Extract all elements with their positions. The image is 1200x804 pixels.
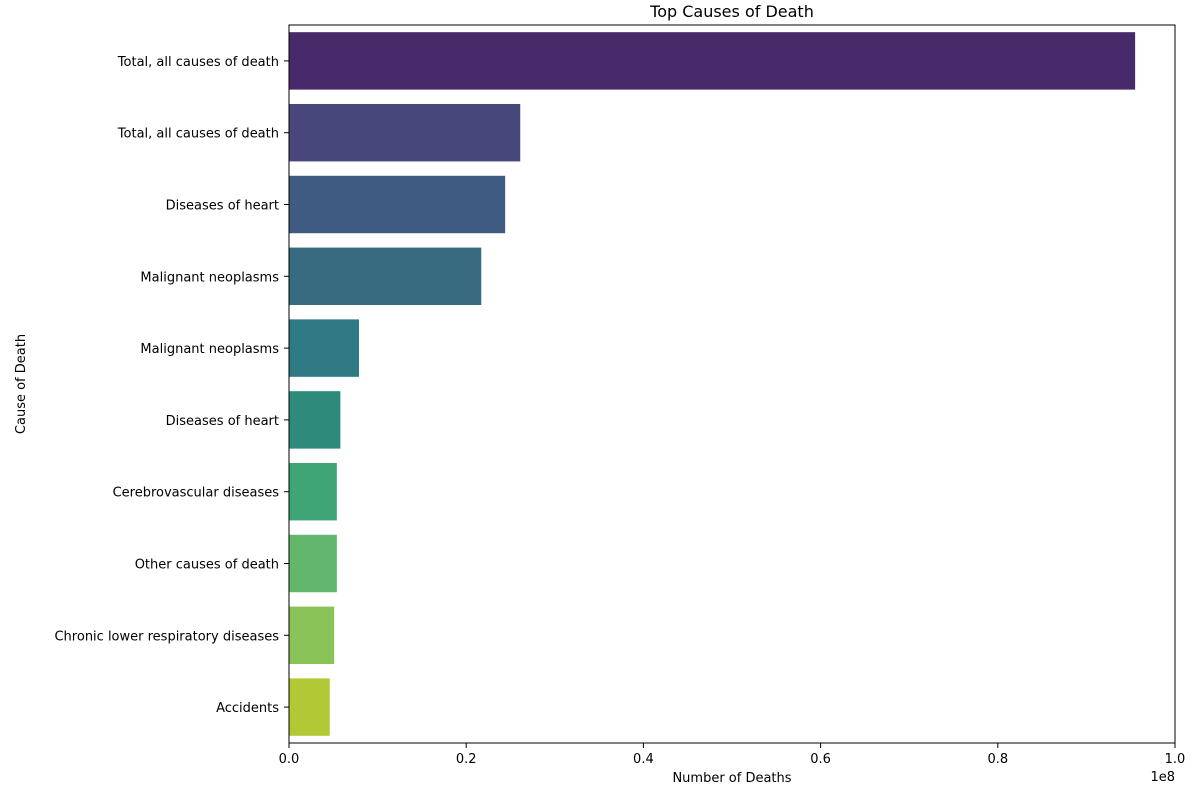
y-tick-label: Accidents [216,701,279,716]
x-tick-label: 0.4 [633,752,654,767]
y-tick-label: Diseases of heart [166,414,279,429]
y-tick-label: Chronic lower respiratory diseases [54,629,279,644]
y-tick-label: Total, all causes of death [117,55,279,70]
chart-title: Top Causes of Death [649,2,814,21]
bar [289,319,359,377]
bar [289,678,330,736]
bar [289,32,1136,90]
bars-group [289,32,1136,736]
y-axis-label: Cause of Death [14,334,29,434]
plot-frame [288,24,1176,744]
bar [289,175,506,234]
x-tick-label: 0.6 [810,752,831,767]
bar [289,391,341,449]
y-tick-label: Cerebrovascular diseases [113,486,280,501]
x-tick-label: 1.0 [1165,752,1186,767]
x-axis-offset-label: 1e8 [1150,770,1175,785]
bar [289,606,335,665]
y-tick-label: Total, all causes of death [117,127,279,142]
y-ticks-group: Total, all causes of death Total, all ca… [54,55,289,716]
bar [289,534,337,593]
bar [289,103,521,162]
x-tick-label: 0.0 [279,752,300,767]
y-tick-label: Other causes of death [135,558,279,573]
bar [289,462,337,521]
bar [289,247,482,306]
x-ticks-group: 0.0 0.2 0.4 0.6 0.8 1.0 [279,743,1186,767]
x-tick-label: 0.8 [987,752,1008,767]
y-tick-label: Malignant neoplasms [140,342,279,357]
y-tick-label: Malignant neoplasms [140,270,279,285]
x-tick-label: 0.2 [456,752,477,767]
x-axis-label: Number of Deaths [672,771,791,786]
y-tick-label: Diseases of heart [166,199,279,214]
